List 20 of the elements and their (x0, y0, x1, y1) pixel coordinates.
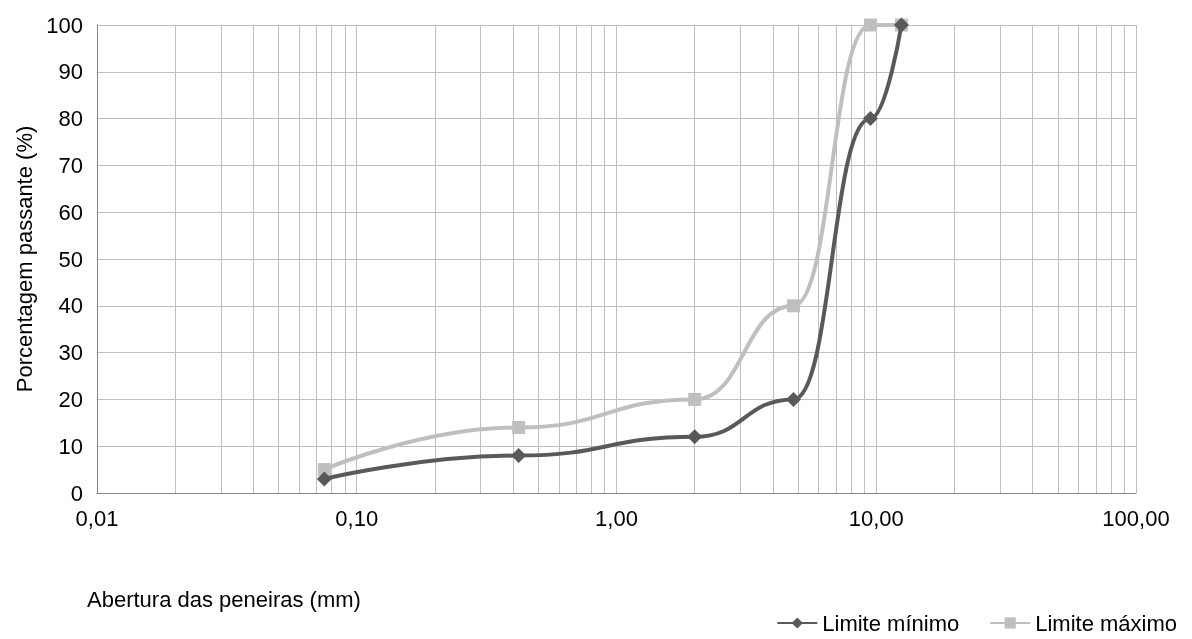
y-tick-label: 20 (58, 386, 83, 412)
x-tick-label: 0,10 (335, 505, 379, 531)
x-tick-label: 0,01 (75, 505, 119, 531)
y-tick-label: 10 (58, 433, 83, 459)
legend-label: Limite mínimo (822, 610, 960, 636)
x-tick-label: 10,00 (848, 505, 904, 531)
y-tick-label: 40 (58, 293, 83, 319)
y-tick-label: 0 (70, 480, 83, 506)
x-axis-title: Abertura das peneiras (mm) (87, 586, 361, 612)
y-tick-label: 60 (58, 199, 83, 225)
y-tick-label: 100 (46, 12, 83, 38)
y-tick-label: 80 (58, 106, 83, 132)
y-tick-label: 90 (58, 59, 83, 85)
y-axis-title: Porcentagem passante (%) (11, 125, 37, 393)
legend-label: Limite máximo (1035, 610, 1177, 636)
x-tick-label: 1,00 (595, 505, 638, 531)
y-tick-label: 50 (58, 246, 83, 272)
x-tick-label: 100,00 (1102, 505, 1170, 531)
y-tick-label: 30 (58, 340, 83, 366)
y-tick-label: 70 (58, 152, 83, 178)
